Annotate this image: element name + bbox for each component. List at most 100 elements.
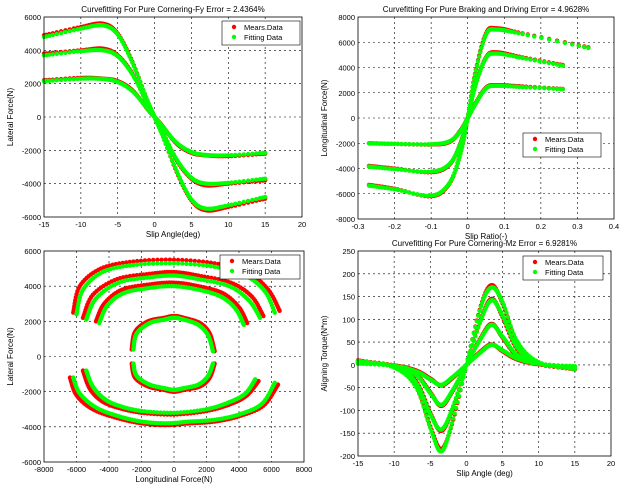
data-point bbox=[399, 188, 404, 193]
data-point bbox=[475, 58, 481, 64]
legend-label: Fitting Data bbox=[545, 145, 584, 154]
data-point bbox=[449, 421, 455, 426]
data-point bbox=[142, 91, 147, 96]
data-point bbox=[399, 141, 404, 147]
data-point bbox=[532, 34, 537, 39]
data-point bbox=[470, 337, 475, 342]
data-point bbox=[546, 86, 552, 91]
plot-area bbox=[358, 251, 611, 456]
data-point bbox=[169, 157, 175, 163]
data-point bbox=[512, 30, 517, 35]
y-tick-label: 100 bbox=[342, 315, 355, 324]
data-point bbox=[58, 30, 64, 36]
data-point bbox=[392, 166, 397, 172]
data-point bbox=[474, 318, 480, 324]
x-tick-label: -5 bbox=[114, 220, 121, 229]
data-point bbox=[205, 275, 211, 280]
data-point bbox=[171, 261, 177, 266]
data-point bbox=[539, 35, 544, 41]
y-tick-label: 4000 bbox=[24, 46, 41, 55]
data-point bbox=[124, 274, 129, 279]
data-point bbox=[47, 33, 52, 38]
data-point bbox=[171, 257, 177, 262]
data-point bbox=[196, 259, 202, 264]
data-point bbox=[508, 323, 513, 328]
data-point bbox=[146, 261, 152, 266]
data-point bbox=[138, 258, 144, 263]
data-point bbox=[138, 272, 143, 278]
y-tick-label: 2000 bbox=[24, 317, 41, 326]
data-point bbox=[159, 257, 164, 262]
y-tick-label: 0 bbox=[37, 353, 41, 362]
data-point bbox=[67, 50, 72, 55]
data-point bbox=[262, 176, 268, 181]
data-point bbox=[386, 141, 391, 146]
data-point bbox=[226, 180, 231, 186]
data-point bbox=[418, 142, 424, 147]
data-point bbox=[254, 151, 259, 156]
data-point bbox=[151, 410, 156, 415]
data-point bbox=[123, 260, 129, 265]
data-point bbox=[425, 418, 430, 423]
data-point bbox=[415, 192, 420, 197]
data-point bbox=[117, 261, 122, 266]
data-point bbox=[50, 32, 56, 38]
data-point bbox=[395, 141, 401, 147]
data-point bbox=[415, 387, 420, 393]
data-point bbox=[145, 409, 150, 414]
data-point bbox=[411, 168, 416, 174]
data-point bbox=[389, 141, 394, 147]
x-tick-label: -2000 bbox=[132, 465, 151, 474]
data-point bbox=[368, 361, 373, 367]
data-point bbox=[467, 350, 472, 355]
y-tick-label: -200 bbox=[340, 452, 355, 461]
y-tick-label: -2000 bbox=[22, 146, 41, 155]
data-point bbox=[150, 257, 156, 263]
data-point bbox=[163, 261, 168, 266]
data-point bbox=[208, 279, 214, 284]
legend-box bbox=[522, 255, 604, 281]
data-point bbox=[407, 142, 412, 147]
data-point bbox=[421, 404, 426, 410]
x-tick-label: 0.2 bbox=[536, 222, 546, 231]
data-point bbox=[245, 151, 251, 157]
data-point bbox=[241, 322, 247, 328]
legend-box bbox=[221, 20, 301, 46]
x-tick-label: -0.2 bbox=[388, 222, 401, 231]
x-tick-label: 15 bbox=[261, 220, 269, 229]
data-point bbox=[142, 261, 148, 267]
x-tick-label: -0.3 bbox=[352, 222, 365, 231]
data-point bbox=[180, 261, 185, 266]
data-point bbox=[135, 276, 140, 281]
data-point bbox=[464, 119, 470, 125]
y-tick-label: -2000 bbox=[22, 388, 41, 397]
legend-marker bbox=[532, 136, 538, 142]
x-tick-label: 2000 bbox=[198, 465, 215, 474]
y-tick-label: -50 bbox=[344, 384, 355, 393]
data-point bbox=[536, 361, 541, 367]
data-point bbox=[250, 197, 255, 203]
x-tick-label: 0 bbox=[466, 222, 470, 231]
data-point bbox=[468, 94, 474, 99]
data-point bbox=[446, 433, 451, 438]
x-tick-label: -10 bbox=[389, 459, 400, 468]
data-point bbox=[254, 196, 259, 202]
legend-marker bbox=[229, 258, 235, 264]
data-point bbox=[407, 168, 412, 173]
data-point bbox=[121, 275, 126, 280]
data-point bbox=[166, 149, 172, 155]
data-point bbox=[459, 381, 465, 386]
data-point bbox=[364, 361, 369, 367]
data-point bbox=[537, 85, 542, 91]
data-point bbox=[175, 261, 181, 266]
x-tick-label: 0.1 bbox=[499, 222, 509, 231]
data-point bbox=[476, 54, 482, 59]
data-point bbox=[229, 202, 234, 207]
y-axis-label: Longitudinal Force(N) bbox=[320, 79, 329, 156]
data-point bbox=[459, 148, 464, 153]
legend-label: Mears.Data bbox=[242, 257, 282, 266]
x-axis-label: Slip Angle(deg) bbox=[146, 230, 201, 239]
data-point bbox=[158, 410, 163, 415]
data-point bbox=[272, 310, 277, 315]
data-point bbox=[168, 410, 173, 416]
